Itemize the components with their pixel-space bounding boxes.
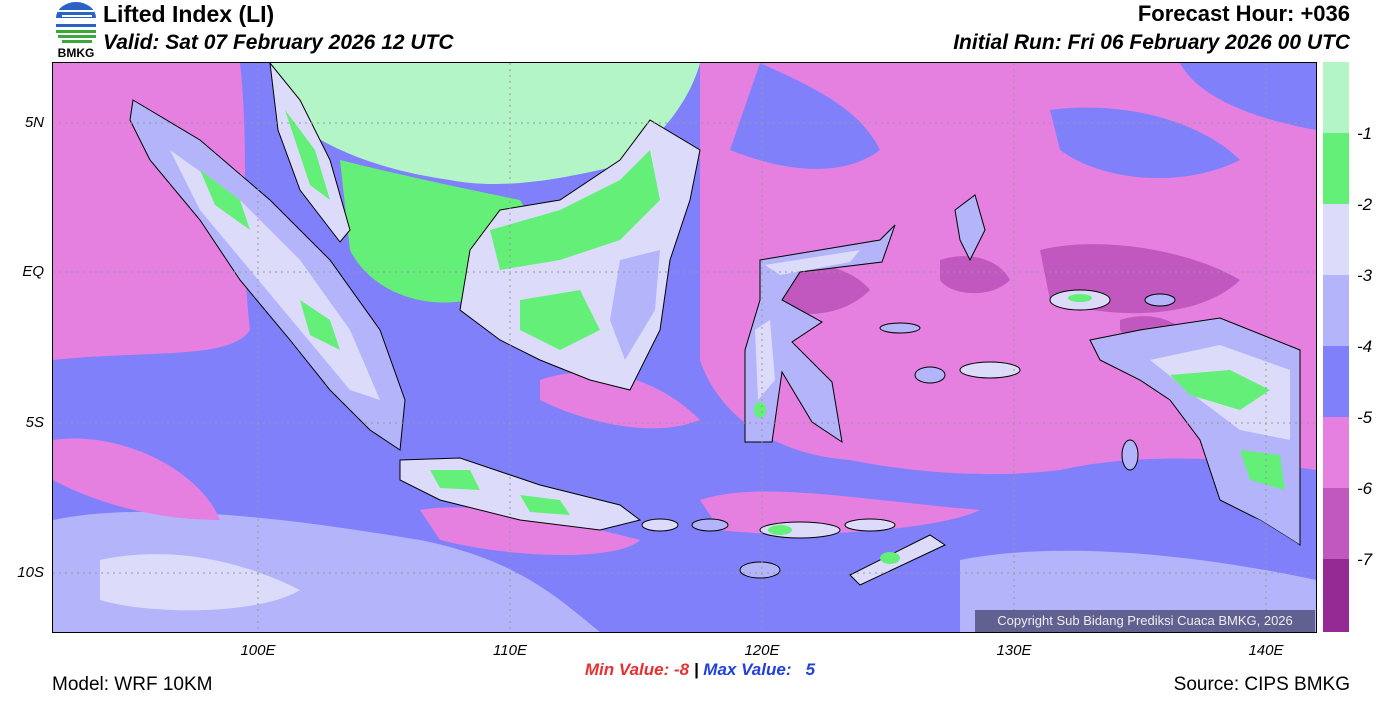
colorbar-swatch: [1323, 346, 1349, 417]
bmkg-logo: BMKG: [52, 2, 100, 60]
separator: |: [689, 660, 704, 679]
min-value: Min Value: -8: [584, 660, 690, 679]
colorbar-swatch: [1323, 62, 1349, 133]
copyright-notice: Copyright Sub Bidang Prediksi Cuaca BMKG…: [975, 610, 1315, 632]
min-max-values: Min Value: -8 | Max Value: 5: [0, 660, 1400, 680]
lat-label-5n: 5N: [24, 114, 44, 131]
colorbar-swatch: [1323, 559, 1349, 632]
lat-label-10s: 10S: [17, 564, 44, 581]
forecast-hour: Forecast Hour: +036: [1137, 1, 1350, 26]
lon-label-140e: 140E: [1248, 642, 1284, 659]
colorbar-label: -3: [1357, 266, 1373, 285]
colorbar-label: -1: [1357, 124, 1373, 143]
graticule: [53, 63, 1316, 632]
colorbar-label: -6: [1357, 479, 1373, 498]
max-value: Max Value: 5: [703, 660, 816, 679]
lat-label-5s: 5S: [25, 414, 44, 431]
colorbar-swatch: [1323, 417, 1349, 488]
colorbar-label: -2: [1357, 195, 1373, 214]
map-title: Lifted Index (LI): [103, 1, 275, 27]
initial-run: Initial Run: Fri 06 February 2026 00 UTC: [953, 31, 1350, 54]
svg-text:BMKG: BMKG: [58, 46, 95, 60]
lon-label-120e: 120E: [744, 642, 780, 659]
model-label: Model: WRF 10KM: [52, 674, 213, 695]
colorbar-swatch: [1323, 133, 1349, 204]
lat-label-eq: EQ: [22, 263, 44, 280]
lon-label-110e: 110E: [493, 642, 527, 659]
colorbar-swatch: [1323, 204, 1349, 275]
valid-time: Valid: Sat 07 February 2026 12 UTC: [103, 31, 454, 54]
colorbar-label: -7: [1357, 550, 1373, 569]
colorbar-swatch: [1323, 488, 1349, 559]
colorbar-label: -4: [1357, 337, 1373, 356]
colorbar-label: -5: [1357, 408, 1373, 427]
colorbar-swatch: [1323, 275, 1349, 346]
source-label: Source: CIPS BMKG: [1173, 674, 1350, 695]
lon-label-100e: 100E: [240, 642, 276, 659]
lon-label-130e: 130E: [996, 642, 1032, 659]
lifted-index-map: [52, 62, 1317, 633]
